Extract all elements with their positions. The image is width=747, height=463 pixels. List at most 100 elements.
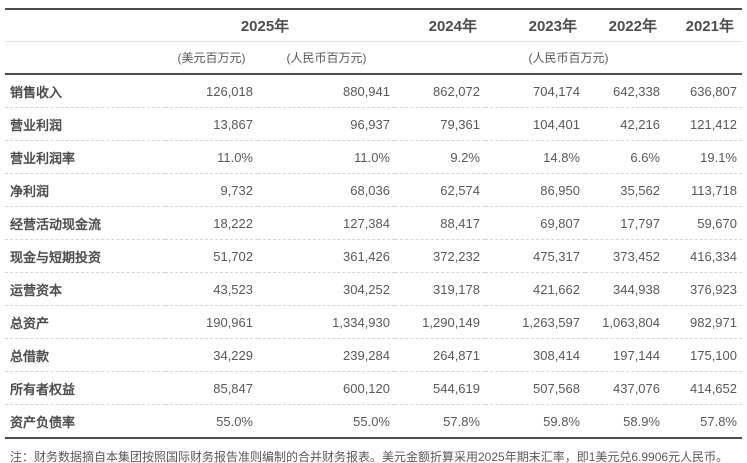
cell-value: 55.0% (258, 404, 395, 439)
year-header-2021: 2021年 (665, 9, 742, 42)
cell-value: 437,076 (585, 371, 665, 405)
cell-value: 175,100 (665, 338, 742, 372)
year-header-2023: 2023年 (485, 9, 585, 42)
row-label-cash-short-term-investments: 现金与短期投资 (5, 239, 165, 273)
cell-value: 197,144 (585, 338, 665, 372)
cell-value: 85,847 (165, 371, 258, 405)
cell-value: 1,063,804 (585, 305, 665, 339)
cell-value: 9,732 (165, 173, 258, 207)
corner-cell (5, 9, 165, 42)
cell-value: 264,871 (395, 338, 485, 372)
cell-value: 239,284 (258, 338, 395, 372)
cell-value: 57.8% (665, 404, 742, 439)
year-header-2025: 2025年 (165, 9, 395, 42)
cell-value: 600,120 (258, 371, 395, 405)
cell-value: 34,229 (165, 338, 258, 372)
row-label-sales-revenue: 销售收入 (5, 74, 165, 108)
cell-value: 704,174 (485, 74, 585, 108)
year-header-2024: 2024年 (395, 9, 485, 42)
cell-value: 88,417 (395, 206, 485, 240)
cell-value: 304,252 (258, 272, 395, 306)
table-row: 净利润 9,732 68,036 62,574 86,950 35,562 11… (5, 173, 742, 207)
cell-value: 11.0% (165, 140, 258, 174)
cell-value: 121,412 (665, 107, 742, 141)
cell-value: 190,961 (165, 305, 258, 339)
cell-value: 414,652 (665, 371, 742, 405)
units-header-row: (美元百万元) (人民币百万元) (人民币百万元) (5, 41, 742, 75)
cell-value: 14.8% (485, 140, 585, 174)
year-header-2022: 2022年 (585, 9, 665, 42)
corner-cell (5, 41, 165, 75)
cell-value: 636,807 (665, 74, 742, 108)
table-row: 销售收入 126,018 880,941 862,072 704,174 642… (5, 74, 742, 108)
cell-value: 308,414 (485, 338, 585, 372)
cell-value: 507,568 (485, 371, 585, 405)
cell-value: 19.1% (665, 140, 742, 174)
cell-value: 319,178 (395, 272, 485, 306)
row-label-operating-profit: 营业利润 (5, 107, 165, 141)
table-row: 总借款 34,229 239,284 264,871 308,414 197,1… (5, 338, 742, 372)
cell-value: 58.9% (585, 404, 665, 439)
row-label-total-borrowings: 总借款 (5, 338, 165, 372)
table-row: 所有者权益 85,847 600,120 544,619 507,568 437… (5, 371, 742, 405)
table-row: 经营活动现金流 18,222 127,384 88,417 69,807 17,… (5, 206, 742, 240)
cell-value: 421,662 (485, 272, 585, 306)
year-header-row: 2025年 2024年 2023年 2022年 2021年 (5, 9, 742, 42)
cell-value: 57.8% (395, 404, 485, 439)
cell-value: 127,384 (258, 206, 395, 240)
cell-value: 113,718 (665, 173, 742, 207)
row-label-operating-cash-flow: 经营活动现金流 (5, 206, 165, 240)
cell-value: 13,867 (165, 107, 258, 141)
cell-value: 880,941 (258, 74, 395, 108)
row-label-owners-equity: 所有者权益 (5, 371, 165, 405)
footnote: 注：财务数据摘自本集团按照国际财务报告准则编制的合并财务报表。美元金额折算采用2… (5, 439, 742, 463)
cell-value: 59,670 (665, 206, 742, 240)
row-label-operating-margin: 营业利润率 (5, 140, 165, 174)
table-row: 营业利润 13,867 96,937 79,361 104,401 42,216… (5, 107, 742, 141)
cell-value: 6.6% (585, 140, 665, 174)
cell-value: 69,807 (485, 206, 585, 240)
row-label-net-profit: 净利润 (5, 173, 165, 207)
cell-value: 18,222 (165, 206, 258, 240)
cell-value: 373,452 (585, 239, 665, 273)
cell-value: 361,426 (258, 239, 395, 273)
cell-value: 104,401 (485, 107, 585, 141)
cell-value: 35,562 (585, 173, 665, 207)
cell-value: 86,950 (485, 173, 585, 207)
cell-value: 51,702 (165, 239, 258, 273)
cell-value: 544,619 (395, 371, 485, 405)
table-row: 运营资本 43,523 304,252 319,178 421,662 344,… (5, 272, 742, 306)
cell-value: 9.2% (395, 140, 485, 174)
cell-value: 1,290,149 (395, 305, 485, 339)
cell-value: 862,072 (395, 74, 485, 108)
unit-usd-2025: (美元百万元) (165, 41, 258, 75)
table-row: 现金与短期投资 51,702 361,426 372,232 475,317 3… (5, 239, 742, 273)
cell-value: 43,523 (165, 272, 258, 306)
cell-value: 1,263,597 (485, 305, 585, 339)
cell-value: 68,036 (258, 173, 395, 207)
cell-value: 55.0% (165, 404, 258, 439)
table-row: 营业利润率 11.0% 11.0% 9.2% 14.8% 6.6% 19.1% (5, 140, 742, 174)
cell-value: 416,334 (665, 239, 742, 273)
cell-value: 11.0% (258, 140, 395, 174)
row-label-working-capital: 运营资本 (5, 272, 165, 306)
cell-value: 126,018 (165, 74, 258, 108)
row-label-debt-to-asset-ratio: 资产负债率 (5, 404, 165, 439)
cell-value: 982,971 (665, 305, 742, 339)
cell-value: 344,938 (585, 272, 665, 306)
cell-value: 475,317 (485, 239, 585, 273)
table-row: 总资产 190,961 1,334,930 1,290,149 1,263,59… (5, 305, 742, 339)
cell-value: 642,338 (585, 74, 665, 108)
cell-value: 79,361 (395, 107, 485, 141)
table-row: 资产负债率 55.0% 55.0% 57.8% 59.8% 58.9% 57.8… (5, 404, 742, 439)
cell-value: 59.8% (485, 404, 585, 439)
unit-rmb-prior-years: (人民币百万元) (395, 41, 742, 75)
cell-value: 372,232 (395, 239, 485, 273)
financial-summary-table: 2025年 2024年 2023年 2022年 2021年 (美元百万元) (人… (5, 8, 742, 439)
cell-value: 17,797 (585, 206, 665, 240)
unit-rmb-2025: (人民币百万元) (258, 41, 395, 75)
row-label-total-assets: 总资产 (5, 305, 165, 339)
cell-value: 96,937 (258, 107, 395, 141)
cell-value: 376,923 (665, 272, 742, 306)
